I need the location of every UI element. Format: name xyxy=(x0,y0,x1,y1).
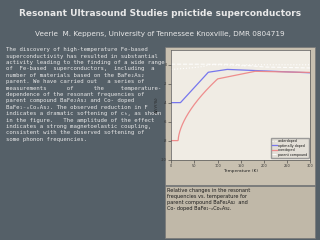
optimally doped xyxy=(236,68,239,71)
parent compound xyxy=(252,65,256,68)
underdoped xyxy=(236,64,239,67)
optimally doped xyxy=(236,68,240,71)
FancyBboxPatch shape xyxy=(165,47,315,185)
optimally doped xyxy=(305,71,309,74)
Text: Resonant Ultrasound Studies pnictide superconductors: Resonant Ultrasound Studies pnictide sup… xyxy=(19,9,301,18)
Text: The discovery of high-temperature Fe-based
superconductivity has resulted in sub: The discovery of high-temperature Fe-bas… xyxy=(6,47,165,142)
overdoped xyxy=(236,73,239,76)
Line: underdoped: underdoped xyxy=(171,65,310,69)
underdoped xyxy=(252,63,256,66)
parent compound xyxy=(244,64,248,67)
optimally doped xyxy=(169,101,173,104)
overdoped xyxy=(236,73,240,76)
Legend: underdoped, optimally doped, overdoped, parent compound: underdoped, optimally doped, overdoped, … xyxy=(271,138,309,158)
parent compound xyxy=(236,63,240,66)
underdoped xyxy=(207,63,211,66)
parent compound xyxy=(305,66,309,69)
optimally doped xyxy=(308,71,312,74)
optimally doped xyxy=(252,69,256,72)
underdoped xyxy=(169,68,173,71)
overdoped xyxy=(284,71,287,73)
overdoped xyxy=(253,70,257,73)
parent compound xyxy=(284,66,287,69)
Line: parent compound: parent compound xyxy=(171,64,310,68)
optimally doped xyxy=(225,68,229,71)
optimally doped xyxy=(245,69,249,72)
parent compound xyxy=(169,63,173,66)
optimally doped xyxy=(284,70,287,73)
Text: Veerie  M. Keppens, University of Tennessee Knoxville, DMR 0804719: Veerie M. Keppens, University of Tenness… xyxy=(35,31,285,37)
X-axis label: Temperature (K): Temperature (K) xyxy=(223,169,258,173)
parent compound xyxy=(236,63,239,66)
Y-axis label: $\Delta f/f$ (%): $\Delta f/f$ (%) xyxy=(153,96,160,114)
FancyBboxPatch shape xyxy=(165,186,315,238)
parent compound xyxy=(308,66,312,69)
overdoped xyxy=(305,71,309,74)
overdoped xyxy=(169,139,173,142)
underdoped xyxy=(236,64,240,67)
underdoped xyxy=(308,63,312,66)
underdoped xyxy=(284,63,287,66)
overdoped xyxy=(252,70,256,73)
underdoped xyxy=(245,63,249,66)
Line: overdoped: overdoped xyxy=(171,71,310,141)
overdoped xyxy=(308,71,312,74)
Text: Relative changes in the resonant
frequencies vs. temperature for
parent compound: Relative changes in the resonant frequen… xyxy=(167,188,250,211)
overdoped xyxy=(244,72,248,74)
underdoped xyxy=(305,63,309,66)
Line: optimally doped: optimally doped xyxy=(171,69,310,103)
